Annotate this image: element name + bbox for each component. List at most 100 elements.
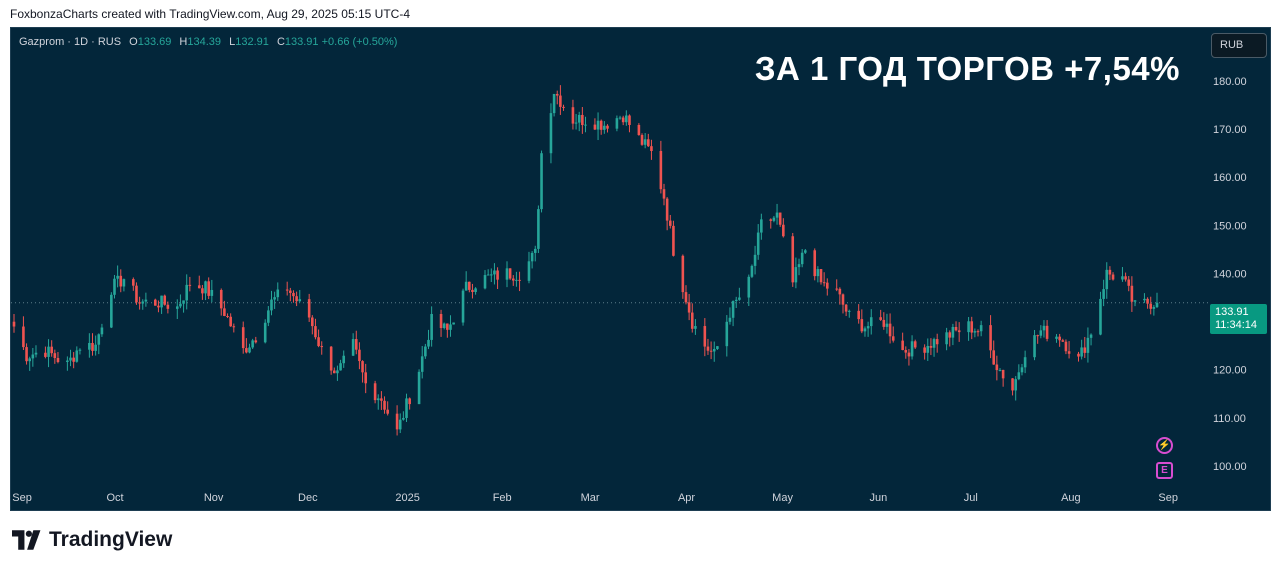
candle-body <box>474 288 477 292</box>
candle-down <box>882 312 886 330</box>
candle-up <box>100 323 104 337</box>
candle-down <box>593 118 597 130</box>
candle-down <box>769 218 773 229</box>
candle-down <box>1064 339 1068 355</box>
candle-body <box>584 124 587 126</box>
candle-body <box>88 342 91 350</box>
candle-up <box>248 343 251 354</box>
candle-up <box>449 315 452 337</box>
price-chart[interactable]: 100.00110.00120.00130.00140.00150.00160.… <box>11 28 1270 510</box>
currency-badge[interactable]: RUB <box>1211 33 1267 58</box>
candle-down <box>904 346 908 359</box>
candle-up <box>725 315 729 357</box>
candle-body <box>716 346 719 349</box>
candle-body <box>160 295 163 308</box>
candle-body <box>954 326 958 331</box>
candle-up <box>1133 300 1137 307</box>
tradingview-brand[interactable]: TradingView <box>12 528 172 552</box>
candle-down <box>1011 378 1014 396</box>
candle-body <box>863 328 867 332</box>
candle-down <box>672 220 675 257</box>
earnings-icon[interactable]: E <box>1156 462 1173 479</box>
candle-body <box>197 285 201 289</box>
candle-down <box>1149 296 1153 315</box>
candle-body <box>901 340 904 351</box>
x-tick-label: Nov <box>204 492 224 504</box>
candle-body <box>383 400 386 410</box>
candle-body <box>690 312 694 329</box>
candle-up <box>185 274 189 310</box>
candle-up <box>1105 262 1109 299</box>
candle-up <box>747 274 751 306</box>
candle-body <box>581 114 584 126</box>
candle-up <box>405 393 408 422</box>
candle-body <box>540 153 543 210</box>
candle-body <box>841 294 845 305</box>
x-tick-label: Sep <box>12 492 32 504</box>
candle-body <box>772 217 776 221</box>
candle-body <box>483 275 487 289</box>
last-price-value: 133.91 <box>1215 306 1249 318</box>
candle-up <box>160 295 163 314</box>
candle-body <box>72 357 75 362</box>
x-tick-label: Sep <box>1158 492 1178 504</box>
candle-down <box>813 248 817 281</box>
candle-down <box>1146 297 1149 309</box>
candle-body <box>430 314 433 340</box>
candle-down <box>314 318 317 340</box>
candle-up <box>110 292 113 329</box>
candle-body <box>31 354 35 359</box>
candle-up <box>204 280 207 301</box>
candle-up <box>1155 292 1159 309</box>
candle-up <box>596 112 600 141</box>
candle-up <box>474 287 477 295</box>
chart-area[interactable]: 100.00110.00120.00130.00140.00150.00160.… <box>10 27 1271 511</box>
candle-up <box>1014 376 1017 401</box>
candle-body <box>245 348 248 353</box>
candle-body <box>229 316 232 327</box>
candle-down <box>891 326 895 343</box>
candle-down <box>132 277 135 291</box>
candle-body <box>571 107 575 124</box>
candle-body <box>1055 336 1058 339</box>
candle-body <box>44 352 47 357</box>
candle-down <box>53 349 57 364</box>
candle-up <box>1033 330 1036 361</box>
candle-body <box>285 289 289 291</box>
candle-body <box>141 301 145 304</box>
x-tick-label: Mar <box>581 492 600 504</box>
candle-down <box>970 316 974 340</box>
candle-body <box>1089 334 1093 338</box>
candle-up <box>179 294 182 309</box>
x-tick-label: Oct <box>106 492 123 504</box>
candle-down <box>687 293 691 321</box>
candle-body <box>734 299 738 301</box>
candle-down <box>508 268 512 280</box>
candle-body <box>668 220 672 226</box>
candle-body <box>56 357 60 363</box>
candle-body <box>223 308 226 317</box>
candle-body <box>1146 298 1149 304</box>
candle-down <box>354 330 358 355</box>
candle-body <box>113 278 116 295</box>
candle-down <box>668 214 672 229</box>
candle-down <box>1058 333 1061 347</box>
candle-up <box>910 335 914 360</box>
candle-up <box>464 271 468 291</box>
candle-body <box>753 254 757 266</box>
candle-body <box>637 124 641 136</box>
candle-body <box>800 252 804 265</box>
candle-up <box>530 251 534 269</box>
candle-down <box>1001 369 1005 387</box>
candle-body <box>154 299 157 306</box>
candle-body <box>22 326 25 348</box>
candle-body <box>1045 325 1049 339</box>
candle-body <box>1124 276 1127 280</box>
candle-down <box>822 272 826 287</box>
x-tick-label: Jul <box>964 492 978 504</box>
lightning-icon[interactable]: ⚡ <box>1156 437 1173 454</box>
candle-body <box>201 288 204 294</box>
candle-down <box>226 313 229 319</box>
candle-down <box>879 309 882 321</box>
candle-body <box>100 327 104 335</box>
